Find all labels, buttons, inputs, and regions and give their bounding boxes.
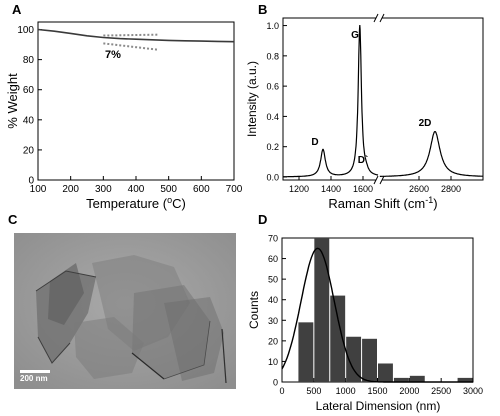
panel-d-y-tick-label: 0 [273,378,278,388]
panel-d-y-tick-label: 60 [268,254,278,264]
panel-a-plot-frame [37,21,235,181]
panel-d-histogram-bar [457,377,473,382]
panel-b-peak-label-2d: 2D [419,118,432,129]
panel-d-x-tick-label: 2000 [399,386,419,396]
panel-d-histogram-bar [298,322,314,382]
panel-letter-b: B [258,2,268,17]
panel-b-axis-break-mark [379,175,385,185]
panel-b-x-tick-label: 1600 [353,184,373,194]
panel-b-y-tick-label: 0.8 [266,51,279,61]
panel-b-peak-label-g: G [351,30,359,41]
panel-b-x-tick-label: 1400 [321,184,341,194]
panel-d-x-tick-label: 0 [279,386,284,396]
panel-a-guide-line [103,42,159,51]
panel-b-y-tick-label: 0.0 [266,172,279,182]
panel-b-y-tick-label: 0.4 [266,112,279,122]
panel-d-x-tick-label: 2500 [431,386,451,396]
panel-d-histogram-bar [378,363,393,382]
panel-a-y-tick-label: 0 [28,176,34,187]
panel-b-peak-label-d-prime: D` [358,155,369,166]
panel-d-y-tick-label: 10 [268,357,278,367]
panel-b-plot-frame [282,17,484,181]
panel-b-y-tick-label: 1.0 [266,21,279,31]
panel-b-axes: 1200 1400 1600 2600 2800 0.0 0.2 0.4 0.6 0.8 1.0 [266,13,461,194]
panel-b-x-axis-label: Raman Shift (cm-1) [328,195,437,211]
panel-c-tem-micrograph: 200 nm [14,233,236,389]
panel-a-annotation-7pct: 7% [105,49,121,61]
panel-a-y-tick-label: 40 [23,115,35,126]
panel-b-y-axis-label: Intensity (a.u.) [245,61,259,137]
panel-d-histogram-bar [393,377,409,382]
panel-a-y-tick-label: 100 [17,25,34,36]
panel-a-x-axis-label: Temperature (oC) [86,195,186,211]
panel-a-axes: 100 200 300 400 500 600 700 0 20 40 60 80 100 [17,25,242,195]
panel-d-histogram-bar [409,375,425,382]
panel-b-axis-break-mark [373,13,379,23]
panel-b-axis-break-mark [379,13,385,23]
panel-d-histogram-bar [314,238,330,382]
panel-d-x-tick-label: 1500 [367,386,387,396]
panel-b-x-tick-label: 1200 [289,184,309,194]
panel-d-y-tick-label: 40 [268,295,278,305]
panel-letter-c: C [8,212,18,227]
panel-a-guide-line [103,33,159,37]
panel-a-x-tick-label: 700 [226,184,243,195]
panel-b-spectrum-left [283,24,379,178]
panel-d-x-axis-label: Lateral Dimension (nm) [316,399,441,413]
panel-d-axes: 0 500 1000 1500 2000 2500 3000 0 10 20 30 40 50 60 70 [268,234,483,397]
panel-d-histogram-bar [362,338,377,382]
panel-d-y-tick-label: 30 [268,316,278,326]
panel-d-marks [281,238,473,383]
panel-a-y-axis-label: % Weight [5,73,20,129]
panel-a-y-tick-label: 20 [23,145,35,156]
scale-bar-line [20,370,50,373]
panel-b-peak-label-d: D [311,137,318,148]
panel-a-series-line [37,28,235,43]
panel-b-marks [283,24,483,178]
panel-d-chart: 0 500 1000 1500 2000 2500 3000010203040506070 … [247,234,483,414]
panel-letter-d: D [258,212,268,227]
panel-c-scale-bar: 200 nm [20,370,50,383]
panel-a-x-tick-label: 500 [160,184,177,195]
panel-b-axis-break-gap [376,176,382,184]
panel-b-y-tick-label: 0.6 [266,82,279,92]
panel-d-histogram-bar [346,336,362,382]
scale-bar-label: 200 nm [20,374,48,383]
panel-a-chart: 100 200 300 400 500 600 700 0 20 40 60 80 100 Temper… [5,21,243,211]
panel-b-axis-break-gap [376,14,382,22]
panel-a-x-tick-label: 200 [62,184,79,195]
panel-letter-a: A [12,2,22,17]
panel-d-y-axis-label: Counts [247,291,261,329]
panel-b-spectrum-right [379,131,483,177]
panel-a-x-tick-label: 300 [95,184,112,195]
panel-d-x-tick-label: 500 [306,386,321,396]
panel-d-x-tick-label: 3000 [463,386,483,396]
panel-a-x-tick-label: 600 [193,184,210,195]
panel-d-y-tick-label: 70 [268,234,278,244]
panel-a-x-tick-label: 400 [128,184,145,195]
panel-a-marks [37,28,235,51]
panel-d-y-tick-label: 20 [268,336,278,346]
panel-a-x-tick-label: 100 [30,184,47,195]
panel-b-y-tick-label: 0.2 [266,142,279,152]
panel-a-y-tick-label: 80 [23,55,35,66]
panel-b-axis-break-mark [373,175,379,185]
panel-b-x-tick-label: 2600 [409,184,429,194]
panel-b-x-tick-label: 2800 [441,184,461,194]
panel-d-histogram-bar [330,295,346,382]
panel-d-gaussian-fit [281,247,473,383]
panel-d-x-tick-label: 1000 [336,386,356,396]
panel-a-y-tick-label: 60 [23,85,35,96]
panel-b-chart: 1200 1400 1600 2600 2800 0.0 0.2 0.4 0.6 0.8 1.0 R… [245,13,484,211]
panel-d-y-tick-label: 50 [268,275,278,285]
